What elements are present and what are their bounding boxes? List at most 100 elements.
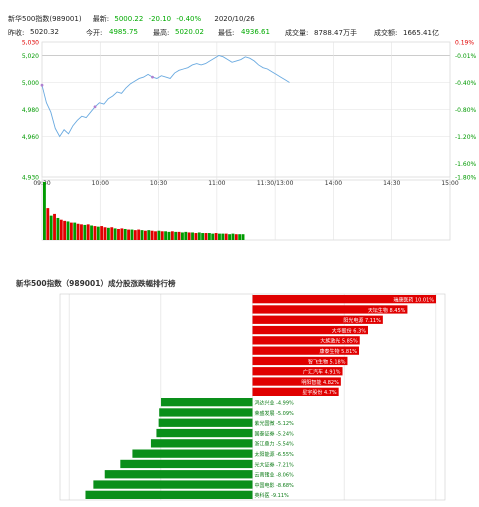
x-tick-label: 09:30 — [33, 180, 50, 187]
volume-bar — [221, 233, 225, 240]
ranking-bar-label: 中国电影 -8.68% — [255, 482, 295, 489]
ranking-bar-label: 浙江鼎力 -5.54% — [255, 441, 295, 448]
ranking-bar — [159, 408, 253, 417]
x-tick-label: 15:00 — [441, 180, 458, 187]
ranking-bar-label: 大华股份 6.3% — [332, 327, 367, 334]
volume-bar — [120, 228, 124, 240]
x-tick-label: 11:00 — [208, 180, 225, 187]
volume-bar — [160, 231, 164, 240]
volume-bar — [123, 228, 127, 240]
change-value: -20.10 — [148, 15, 172, 23]
y-tick-label: 4,960 — [22, 134, 39, 141]
ranking-bar — [252, 346, 360, 355]
x-tick-label: 14:30 — [383, 180, 400, 187]
volume-bar — [201, 233, 205, 240]
volume-bar — [214, 233, 218, 240]
pct-tick-label: -1.80% — [455, 175, 477, 182]
ranking-bar — [156, 428, 253, 438]
ranking-bar-label: 天坛生物 8.45% — [368, 307, 406, 314]
pct-tick-label: -0.01% — [455, 53, 477, 60]
ranking-bar — [93, 480, 253, 489]
volume-bar — [238, 234, 242, 240]
header-row-quote: 新华500指数(989001) 最新: 5000.22 -20.10 -0.40… — [8, 14, 258, 24]
volume-bar — [184, 231, 188, 240]
ranking-bar — [252, 356, 348, 366]
change-pct-value: -0.40% — [176, 15, 202, 23]
header-row-stats: 昨收: 5020.32 今开: 4985.75 最高: 5020.02 最低: … — [8, 28, 478, 38]
volume-bar — [154, 231, 157, 240]
price-marker — [151, 75, 154, 79]
ranking-bar — [252, 305, 408, 314]
ranking-bar-label: 阳光电源 7.11% — [343, 317, 381, 324]
volume-bar — [80, 224, 83, 240]
volume-bar — [46, 208, 50, 240]
pct-tick-label: -1.60% — [455, 161, 477, 168]
price-marker — [40, 83, 44, 87]
volume-bar — [76, 223, 80, 240]
volume-bar — [117, 228, 120, 240]
ranking-bar-label: 康泰生物 5.81% — [320, 348, 358, 355]
volume-label: 成交量: — [285, 29, 309, 37]
ranking-bar-label: 太阳能源 -6.55% — [255, 451, 295, 458]
volume-bar — [63, 220, 67, 240]
volume-bar — [197, 232, 201, 240]
volume-bar — [174, 231, 178, 240]
price-line — [41, 55, 290, 138]
x-tick-label: 10:00 — [92, 180, 109, 187]
y-tick-label: 5,000 — [22, 80, 39, 87]
volume-bar — [207, 233, 211, 240]
volume-bar — [90, 225, 93, 240]
volume-bar — [140, 230, 144, 240]
volume-bar — [187, 232, 191, 240]
volume-bar — [49, 215, 53, 240]
ranking-bar — [252, 336, 360, 345]
volume-bar — [164, 231, 168, 240]
x-tick-label: 14:00 — [325, 180, 342, 187]
volume-bar — [231, 233, 235, 240]
prev-close-label: 昨收: — [8, 29, 25, 37]
volume-bar — [113, 228, 117, 240]
open-label: 今开: — [86, 29, 103, 37]
volume-bar — [53, 213, 56, 240]
volume-bar — [83, 224, 87, 240]
volume-bar — [147, 230, 151, 240]
volume-bar — [177, 231, 181, 240]
high-value: 5020.02 — [175, 28, 204, 36]
volume-bar — [204, 233, 208, 240]
volume-bar — [66, 221, 70, 240]
ranking-bar-label: 星宇股份 4.7% — [302, 389, 337, 396]
prev-close-value: 5020.32 — [30, 28, 59, 36]
volume-bar — [133, 230, 137, 240]
y-tick-label: 5,020 — [22, 53, 39, 60]
volume-bar — [93, 226, 97, 240]
ranking-bar — [252, 367, 343, 376]
ranking-frame — [59, 293, 446, 501]
ranking-bar — [252, 325, 368, 335]
pct-tick-label: 0.19% — [455, 40, 474, 47]
volume-bar — [137, 229, 141, 240]
ranking-bar — [132, 449, 253, 458]
ranking-bar-label: 智飞生物 5.18% — [308, 358, 346, 365]
amount-value: 1665.41亿 — [403, 29, 439, 37]
y-tick-label: 4,980 — [22, 107, 39, 114]
volume-bar — [150, 230, 154, 240]
ranking-bar-label: 荣盛发展 -5.09% — [255, 410, 295, 417]
volume-bar — [103, 227, 107, 240]
volume-bar — [73, 222, 77, 240]
ranking-bar-label: 瑞康医药 10.01% — [393, 297, 434, 304]
volume-bar — [170, 231, 174, 240]
volume-bar — [43, 182, 46, 240]
ranking-bar — [158, 418, 253, 427]
volume-bar — [127, 229, 131, 240]
ranking-bar — [252, 387, 339, 396]
volume-bar — [157, 230, 161, 240]
ranking-bar-label: 紫光国微 -5.12% — [255, 420, 295, 427]
volume-value: 8788.47万手 — [314, 29, 357, 37]
volume-bar — [59, 219, 63, 240]
low-label: 最低: — [218, 29, 235, 37]
y-tick-label: 5,030 — [22, 40, 39, 47]
ranking-bar-label: 明阳智能 4.82% — [301, 379, 339, 386]
volume-bar — [211, 233, 215, 240]
amount-label: 成交额: — [374, 29, 398, 37]
ranking-bar-label: 光大证券 -7.21% — [255, 461, 295, 468]
